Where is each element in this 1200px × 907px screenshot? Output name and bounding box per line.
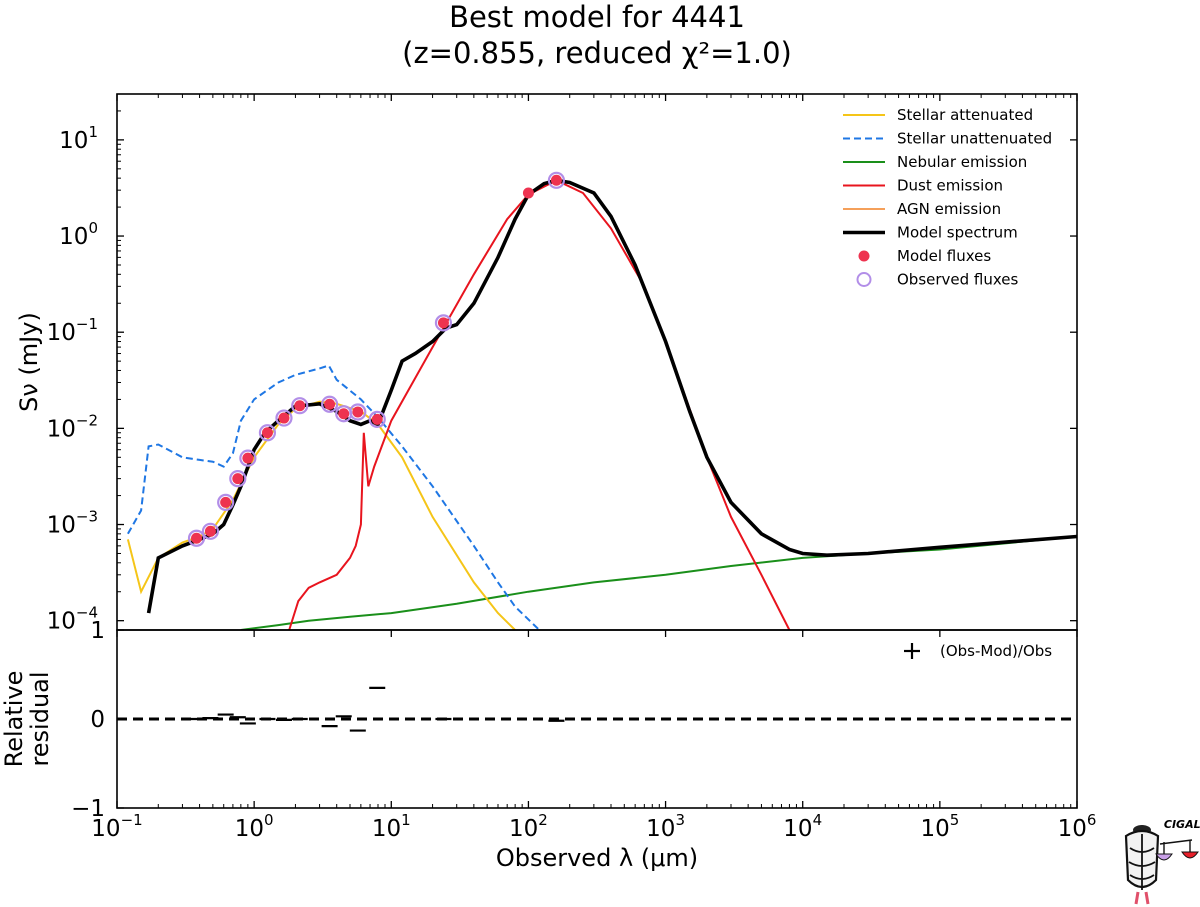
cigale-logo: CIGALE bbox=[1124, 818, 1200, 905]
observed-flux-point bbox=[321, 395, 339, 413]
series-line-model-spectrum bbox=[146, 178, 1077, 614]
model-flux-point bbox=[324, 398, 336, 410]
series-line-nebular-emission bbox=[240, 535, 1077, 630]
legend-label: Model fluxes bbox=[897, 247, 991, 265]
logo-scale-icon bbox=[1159, 839, 1193, 854]
model-flux-point bbox=[338, 408, 350, 420]
sed-marker-group bbox=[187, 171, 566, 547]
model-flux-point bbox=[204, 525, 216, 537]
sed-legend: Stellar attenuated Stellar unattenuated Ne… bbox=[843, 106, 1052, 289]
x-tick-label: 101 bbox=[372, 811, 411, 842]
model-flux-point bbox=[522, 187, 534, 199]
logo-text: CIGALE bbox=[1164, 818, 1200, 831]
legend-label: AGN emission bbox=[897, 200, 1001, 218]
observed-flux-point bbox=[201, 522, 220, 540]
x-tick-label: 100 bbox=[235, 811, 274, 842]
y-tick-label: 100 bbox=[59, 219, 98, 250]
chart-title: Best model for 4441 bbox=[449, 0, 745, 34]
series-line-stellar-unattenuated bbox=[127, 364, 540, 630]
legend-label: Model spectrum bbox=[897, 224, 1018, 242]
model-flux-point bbox=[232, 473, 244, 485]
observed-flux-point bbox=[229, 470, 247, 488]
model-flux-point bbox=[261, 427, 273, 439]
legend-marker bbox=[858, 250, 870, 262]
residual-y-label-line2: residual bbox=[26, 671, 54, 766]
y-tick-label: 10−3 bbox=[47, 508, 98, 539]
y-tick-label: 10−2 bbox=[47, 411, 98, 442]
observed-flux-point bbox=[349, 403, 367, 421]
logo-legs-icon bbox=[1134, 891, 1150, 905]
y-axis-label: Sν (mJy) bbox=[15, 312, 43, 412]
logo-pan-left-icon bbox=[1155, 853, 1173, 861]
model-flux-point bbox=[437, 317, 449, 329]
observed-flux-point bbox=[187, 529, 206, 547]
model-flux-point bbox=[294, 400, 306, 412]
observed-flux-point bbox=[547, 171, 566, 189]
y-tick-label: 10−4 bbox=[47, 604, 98, 635]
legend-label: Observed fluxes bbox=[897, 271, 1019, 289]
residual-y-tick-label: 0 bbox=[90, 707, 105, 733]
model-flux-point bbox=[220, 496, 232, 508]
legend-label: Nebular emission bbox=[897, 153, 1027, 171]
observed-flux-point bbox=[258, 424, 277, 442]
chart-subtitle: (z=0.855, reduced χ²=1.0) bbox=[402, 36, 792, 70]
legend-label: Dust emission bbox=[897, 177, 1003, 195]
legend-marker bbox=[856, 272, 872, 287]
observed-flux-point bbox=[434, 314, 453, 332]
observed-flux-point bbox=[239, 449, 257, 467]
observed-flux-point bbox=[217, 493, 235, 511]
residual-y-tick-label: 1 bbox=[90, 618, 105, 644]
residual-y-label-line1: Relative bbox=[0, 671, 28, 768]
logo-pan-right-icon bbox=[1181, 851, 1199, 859]
y-tick-label: 10−1 bbox=[47, 315, 98, 346]
axis-ticks: 10−1 100 101 102 103 104 105 10610−410−310−210−… bbox=[47, 93, 1097, 842]
model-flux-point bbox=[242, 452, 254, 464]
model-flux-point bbox=[191, 532, 203, 544]
observed-flux-point bbox=[275, 409, 293, 427]
residual-y-tick-label: −1 bbox=[71, 796, 105, 822]
x-axis-label: Observed λ (μm) bbox=[496, 844, 698, 872]
legend-label: Stellar unattenuated bbox=[897, 130, 1052, 148]
residual-legend-label: (Obs-Mod)/Obs bbox=[940, 642, 1052, 660]
model-flux-point bbox=[550, 174, 562, 186]
model-flux-point bbox=[352, 406, 364, 418]
model-flux-point bbox=[371, 413, 383, 425]
y-tick-label: 101 bbox=[59, 123, 98, 154]
series-line-stellar-attenuated bbox=[126, 400, 516, 630]
model-flux-point bbox=[278, 412, 290, 424]
series-line-dust-emission bbox=[288, 179, 791, 630]
x-tick-label: 106 bbox=[1058, 811, 1097, 842]
residual-group bbox=[117, 686, 1077, 732]
residual-legend: (Obs-Mod)/Obs bbox=[904, 642, 1052, 660]
x-tick-label: 104 bbox=[783, 811, 822, 842]
x-tick-label: 102 bbox=[509, 811, 548, 842]
legend-label: Stellar attenuated bbox=[897, 106, 1033, 124]
x-tick-label: 10−1 bbox=[91, 811, 142, 842]
logo-wing-icon bbox=[1128, 834, 1156, 890]
observed-flux-point bbox=[291, 397, 309, 415]
x-tick-label: 105 bbox=[920, 811, 959, 842]
x-tick-label: 103 bbox=[646, 811, 685, 842]
observed-flux-point bbox=[368, 410, 386, 428]
